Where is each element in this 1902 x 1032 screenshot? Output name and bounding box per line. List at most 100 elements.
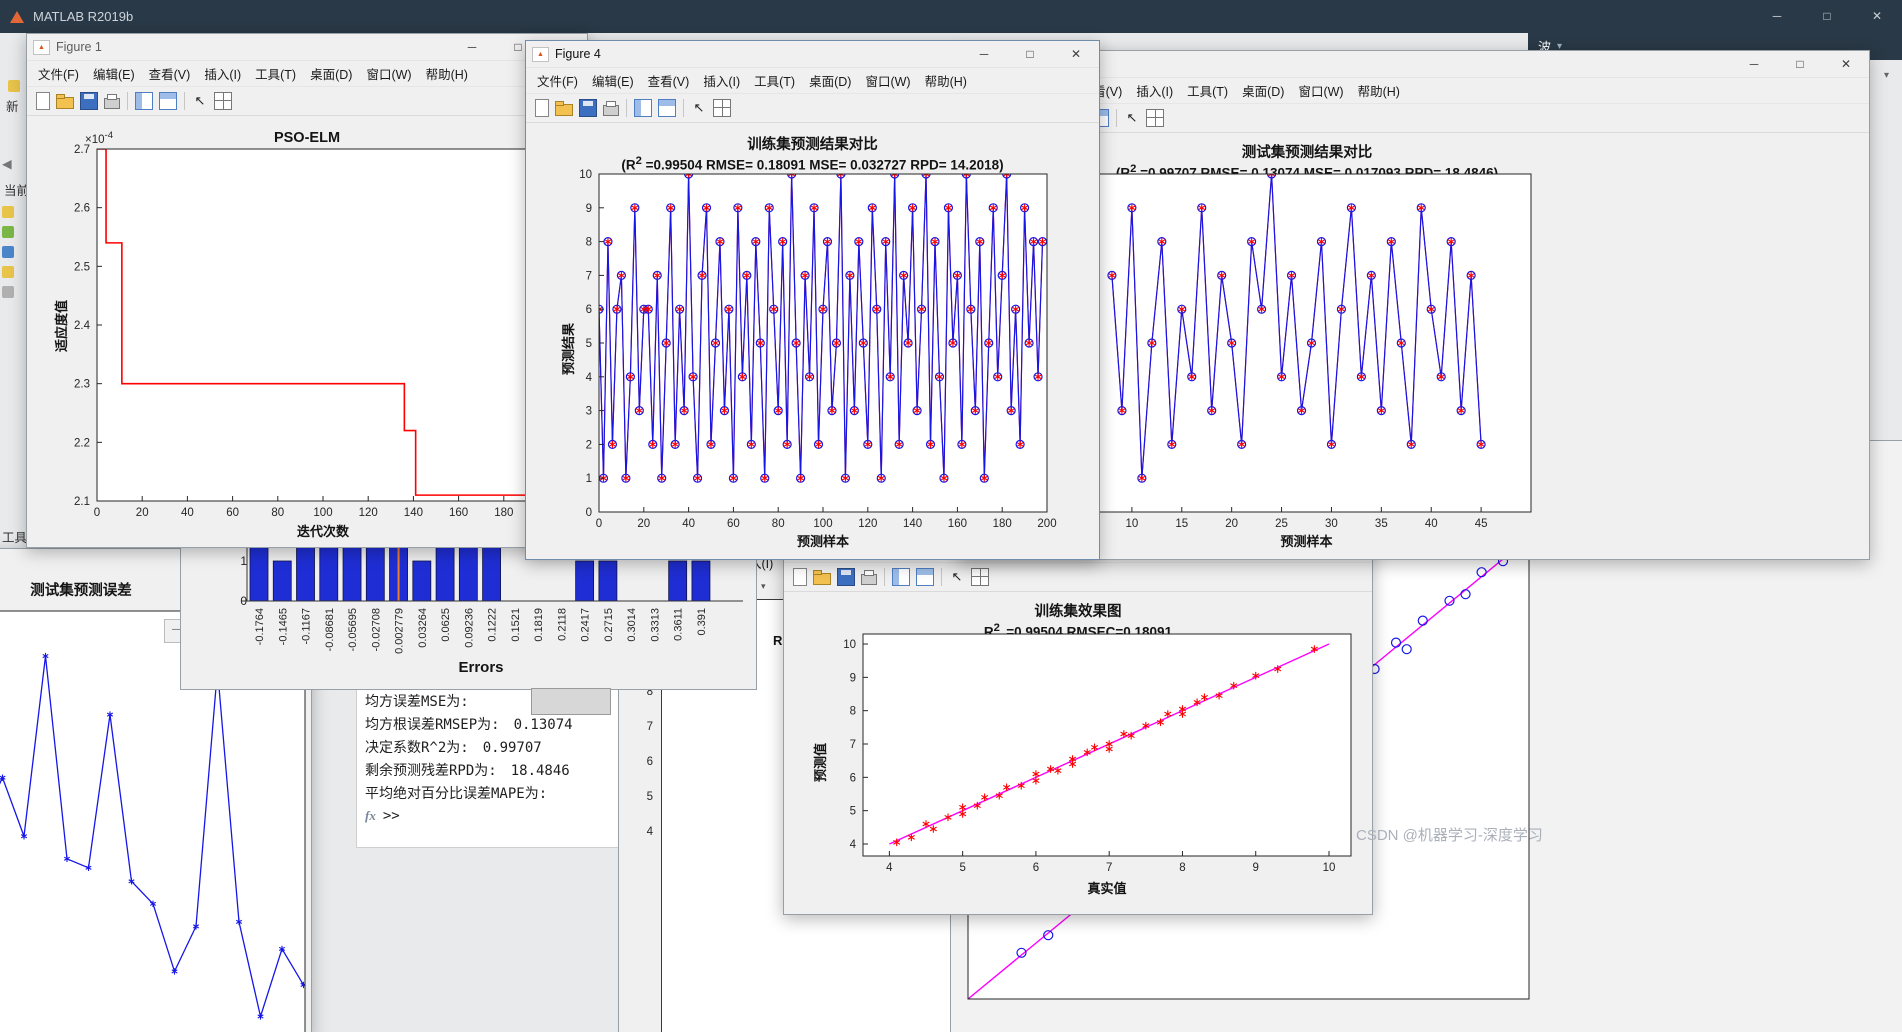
svg-text:6: 6 (586, 304, 592, 316)
panel-top-icon[interactable] (159, 92, 177, 110)
app-maximize-button[interactable]: □ (1823, 9, 1831, 23)
layout-grid-icon[interactable] (713, 99, 731, 117)
svg-text:40: 40 (682, 518, 695, 530)
chevron-down-icon: ▾ (1557, 41, 1563, 52)
panel-left-icon[interactable] (135, 92, 153, 110)
layout-grid-icon[interactable] (1146, 109, 1164, 127)
layout-grid-icon[interactable] (214, 92, 232, 110)
menu-item[interactable]: 工具(T) (754, 75, 796, 89)
plot-title: 训练集效果图 (1034, 604, 1122, 620)
print-icon[interactable] (104, 94, 120, 109)
minimize-button[interactable]: ─ (467, 40, 477, 54)
print-icon[interactable] (861, 570, 877, 585)
figure4-titlebar[interactable]: ▲ Figure 4 ─ □ ✕ (526, 41, 1099, 68)
panel-left-icon[interactable] (892, 568, 910, 586)
menu-item[interactable]: 插入(I) (1136, 85, 1174, 99)
minimize-button[interactable]: ─ (1749, 57, 1759, 71)
figure4-toolbar: ↖ (526, 94, 1099, 123)
menu-item[interactable]: 窗口(W) (1298, 85, 1344, 99)
svg-text:40: 40 (1425, 518, 1438, 530)
file-icon-gray[interactable] (2, 286, 14, 298)
svg-text:140: 140 (903, 518, 922, 530)
chevron-down-icon[interactable]: ▾ (1884, 70, 1890, 81)
menu-item[interactable]: 帮助(H) (1357, 85, 1400, 99)
menu-item[interactable]: 工具(T) (1187, 85, 1229, 99)
menu-item[interactable]: 插入(I) (703, 75, 741, 89)
save-icon[interactable] (837, 568, 855, 586)
cursor-icon[interactable]: ↖ (693, 100, 705, 115)
svg-text:45: 45 (1475, 518, 1488, 530)
folder-icon[interactable] (2, 206, 14, 218)
file-icon-green[interactable] (2, 226, 14, 238)
figure1-toolbar: ↖ (27, 87, 587, 116)
svg-text:7: 7 (586, 270, 592, 282)
menu-item[interactable]: 查看(V) (647, 75, 690, 89)
command-prompt[interactable]: >> (382, 808, 400, 824)
svg-text:0.3014: 0.3014 (626, 608, 638, 642)
save-icon[interactable] (80, 92, 98, 110)
folder-icon[interactable] (2, 266, 14, 278)
svg-text:3: 3 (586, 406, 592, 418)
file-icon-blue[interactable] (2, 246, 14, 258)
svg-text:120: 120 (359, 507, 378, 519)
minimize-button[interactable]: ─ (979, 47, 989, 61)
title-fragment: R (773, 633, 783, 648)
app-minimize-button[interactable]: ─ (1772, 9, 1782, 23)
cmd-label: 剩余预测残差RPD为: (365, 763, 497, 779)
new-document-icon[interactable] (535, 99, 549, 117)
menu-item[interactable]: 窗口(W) (865, 75, 911, 89)
svg-text:0.2715: 0.2715 (603, 608, 615, 642)
maximize-button[interactable]: □ (1026, 47, 1034, 61)
print-icon[interactable] (603, 101, 619, 116)
open-folder-icon[interactable] (56, 94, 74, 109)
save-icon[interactable] (579, 99, 597, 117)
menu-item[interactable]: 编辑(E) (92, 68, 135, 82)
new-document-icon[interactable] (36, 92, 50, 110)
panel-top-icon[interactable] (658, 99, 676, 117)
menu-item[interactable]: 文件(F) (38, 68, 79, 82)
open-folder-icon[interactable] (813, 570, 831, 585)
svg-text:-0.1465: -0.1465 (277, 608, 289, 645)
app-close-button[interactable]: ✕ (1871, 9, 1883, 23)
cursor-icon[interactable]: ↖ (194, 93, 206, 108)
svg-text:15: 15 (1175, 518, 1188, 530)
new-document-icon[interactable] (793, 568, 807, 586)
menu-item[interactable]: 查看(V) (148, 68, 191, 82)
close-button[interactable]: ✕ (1840, 57, 1852, 71)
figure1-titlebar[interactable]: ▲ Figure 1 ─ □ ✕ (27, 34, 587, 61)
y-tick-fragment: 6 (646, 756, 653, 768)
svg-text:80: 80 (772, 518, 785, 530)
svg-text:0.2417: 0.2417 (580, 608, 592, 642)
svg-text:6: 6 (850, 772, 856, 784)
layout-grid-icon[interactable] (971, 568, 989, 586)
new-script-icon[interactable] (8, 80, 20, 92)
panel-left-icon[interactable] (634, 99, 652, 117)
maximize-button[interactable]: □ (1796, 57, 1804, 71)
cursor-icon[interactable]: ↖ (1126, 110, 1138, 125)
open-folder-icon[interactable] (555, 101, 573, 116)
svg-text:10: 10 (579, 169, 592, 181)
plot-title: 测试集预测结果对比 (1241, 145, 1373, 161)
menu-item[interactable]: 桌面(D) (1242, 85, 1285, 99)
cursor-icon[interactable]: ↖ (951, 569, 963, 584)
menu-item[interactable]: 文件(F) (537, 75, 578, 89)
menu-item[interactable]: 插入(I) (204, 68, 242, 82)
close-button[interactable]: ✕ (1070, 47, 1082, 61)
menu-item[interactable]: 桌面(D) (310, 68, 353, 82)
app-title-bar[interactable]: MATLAB R2019b ─ □ ✕ (0, 0, 1902, 33)
maximize-button[interactable]: □ (514, 40, 522, 54)
svg-text:35: 35 (1375, 518, 1388, 530)
svg-text:8: 8 (586, 237, 592, 249)
menu-item[interactable]: 帮助(H) (924, 75, 967, 89)
menu-item[interactable]: 工具(T) (255, 68, 297, 82)
figure-icon: ▲ (33, 39, 50, 55)
new-button-fragment[interactable]: 新 (6, 100, 19, 114)
menu-item[interactable]: 窗口(W) (366, 68, 412, 82)
menu-item[interactable]: 帮助(H) (425, 68, 468, 82)
menu-item[interactable]: 编辑(E) (591, 75, 634, 89)
selection-box-fragment (531, 688, 611, 715)
svg-text:30: 30 (1325, 518, 1338, 530)
menu-item[interactable]: 桌面(D) (809, 75, 852, 89)
panel-top-icon[interactable] (916, 568, 934, 586)
back-arrow-icon[interactable]: ◀ (2, 157, 12, 171)
